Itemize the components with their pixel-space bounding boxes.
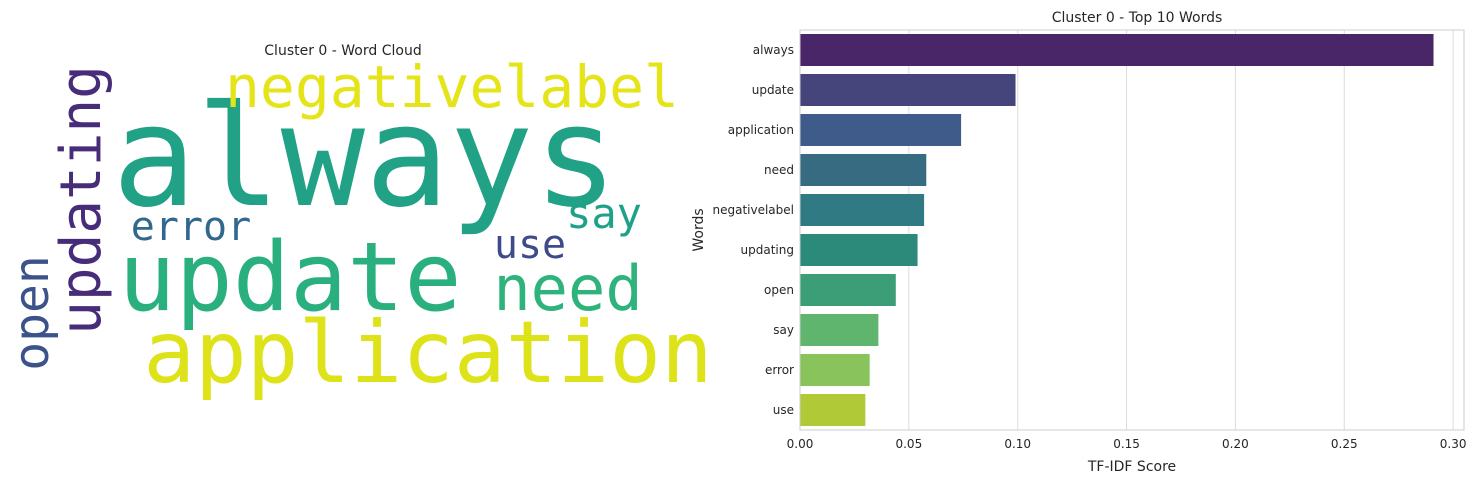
bar-error	[800, 354, 870, 386]
bars	[800, 34, 1434, 426]
x-tick-label: 0.10	[1004, 437, 1031, 451]
bar-need	[800, 154, 927, 186]
cloud-word-negativelabel: negativelabel	[225, 53, 679, 121]
x-tick-label: 0.05	[895, 437, 922, 451]
bar-updating	[800, 234, 918, 266]
y-tick-label: error	[765, 363, 794, 377]
x-tick-label: 0.00	[787, 437, 814, 451]
y-tick-label: updating	[741, 243, 794, 257]
cloud-word-say: say	[566, 189, 642, 238]
y-tick-label: update	[752, 83, 794, 97]
bar-use	[800, 394, 866, 426]
y-tick-label: need	[764, 163, 794, 177]
y-tick-label: always	[753, 43, 794, 57]
y-tick-label: negativelabel	[712, 203, 794, 217]
bar-update	[800, 74, 1016, 106]
bar-chart-title: Cluster 0 - Top 10 Words	[1052, 10, 1223, 26]
bar-application	[800, 114, 962, 146]
word-cloud-title: Cluster 0 - Word Cloud	[264, 43, 421, 59]
x-tick-label: 0.15	[1113, 437, 1140, 451]
y-tick-label: say	[773, 323, 794, 337]
y-tick-label: application	[728, 123, 794, 137]
x-tick-label: 0.25	[1331, 437, 1358, 451]
cloud-word-update: update	[118, 223, 461, 333]
y-tick-label: open	[764, 283, 794, 297]
y-tick-labels: always update application need negativelabel…	[712, 43, 794, 417]
bar-always	[800, 34, 1434, 66]
bar-negativelabel	[800, 194, 925, 226]
cloud-word-always: always	[112, 76, 618, 239]
plot-frame	[799, 29, 1465, 431]
y-tick-label: use	[773, 403, 794, 417]
bar-chart-panel: Cluster 0 - Top 10 Words always update app…	[691, 10, 1466, 475]
cloud-word-application: application	[143, 303, 713, 403]
x-axis-label: TF-IDF Score	[1087, 459, 1176, 475]
cloud-word-updating: updating	[49, 65, 114, 335]
cloud-word-need: need	[493, 252, 642, 325]
x-tick-labels: 0.00 0.05 0.10 0.15 0.20 0.25 0.30	[787, 437, 1467, 451]
x-tick-label: 0.30	[1440, 437, 1467, 451]
word-cloud-panel: Cluster 0 - Word Cloud alwaysupdateappli…	[4, 43, 713, 403]
cloud-word-error: error	[131, 204, 251, 250]
cloud-word-open: open	[4, 255, 60, 371]
x-tick-label: 0.20	[1222, 437, 1249, 451]
cloud-word-use: use	[494, 222, 566, 268]
bar-open	[800, 274, 896, 306]
y-axis-label: Words	[691, 208, 707, 251]
bar-say	[800, 314, 879, 346]
